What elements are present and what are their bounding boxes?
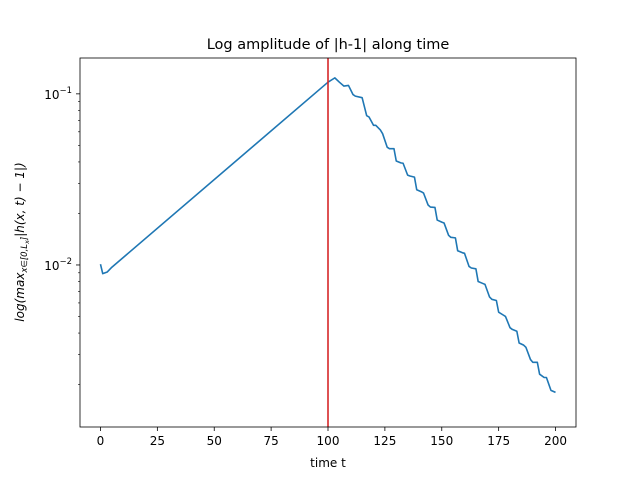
x-tick-label: 200 [544, 434, 567, 448]
x-axis-label: time t [310, 456, 346, 470]
plot-area [99, 58, 556, 427]
x-tick-label: 150 [430, 434, 453, 448]
x-tick-label: 25 [150, 434, 165, 448]
axes-frame [79, 57, 577, 428]
y-axis-label: log(maxx∈[0,Lx]|h(x, t) − 1|) [13, 162, 31, 321]
series-line [99, 77, 556, 394]
x-tick-label: 0 [97, 434, 105, 448]
x-tick-label: 75 [263, 434, 278, 448]
y-axis-ticks: 10−2 10−1 [44, 86, 80, 273]
x-tick-label: 100 [317, 434, 340, 448]
chart-title: Log amplitude of |h-1| along time [207, 37, 450, 53]
y-tick-label: 10−2 [44, 257, 72, 273]
y-tick-label: 10−1 [44, 86, 72, 102]
x-tick-label: 50 [207, 434, 222, 448]
x-tick-label: 125 [373, 434, 396, 448]
x-axis-ticks: 0 25 50 75 100 125 150 175 200 [97, 427, 567, 448]
x-tick-label: 175 [487, 434, 510, 448]
